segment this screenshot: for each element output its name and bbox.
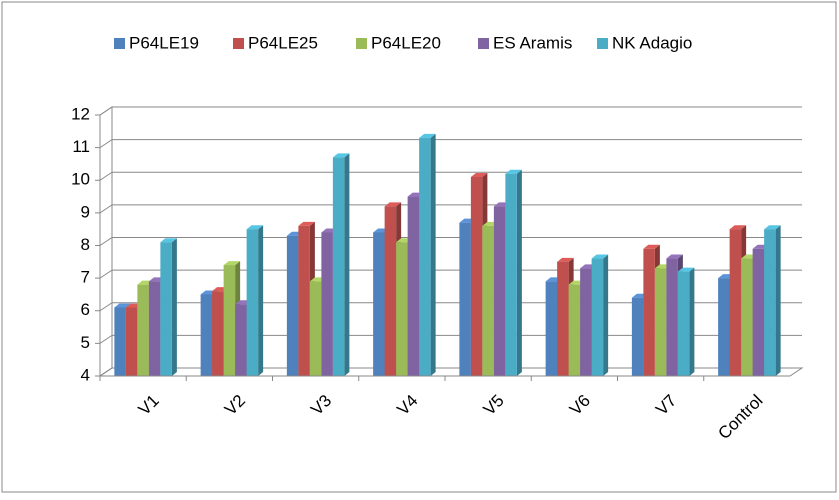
bar — [160, 242, 172, 376]
bar — [309, 281, 322, 376]
bar — [298, 225, 310, 376]
grid-line-side — [99, 237, 113, 246]
bar-top — [332, 153, 350, 158]
bar — [493, 206, 506, 376]
legend-swatch — [356, 38, 367, 49]
y-tick-label: 12 — [71, 104, 90, 123]
bar-top — [764, 225, 781, 230]
bar — [332, 157, 345, 376]
bar-side — [603, 254, 609, 376]
bar-side — [430, 133, 436, 376]
y-tick-label: 7 — [81, 268, 90, 287]
y-tick-label: 10 — [71, 170, 90, 189]
bar — [654, 268, 667, 376]
bar — [212, 291, 224, 376]
bar-side — [171, 238, 177, 376]
bar — [631, 297, 644, 376]
legend-label: NK Adagio — [612, 33, 692, 52]
y-tick-label: 8 — [81, 235, 90, 254]
bar — [125, 307, 138, 376]
bar-top — [591, 254, 609, 259]
bar-top — [677, 267, 695, 272]
bar — [321, 232, 333, 376]
bar-top — [223, 261, 241, 266]
legend-label: ES Aramis — [493, 33, 572, 52]
grid-line-side — [99, 302, 113, 312]
legend-label: P64LE19 — [129, 33, 199, 52]
bar — [741, 258, 753, 376]
bar — [235, 304, 247, 376]
grid-line-side — [99, 106, 113, 116]
bar-side — [516, 169, 522, 376]
bar — [718, 278, 730, 376]
bar — [643, 248, 655, 376]
bar — [407, 196, 420, 376]
bar-top — [729, 225, 747, 230]
grid-line-side — [99, 334, 113, 344]
grid-line-side — [99, 269, 113, 279]
grid-line-side — [99, 204, 113, 214]
bar — [557, 261, 569, 376]
y-tick-label: 5 — [81, 333, 90, 352]
bar — [459, 222, 471, 376]
bar-top — [114, 303, 131, 308]
bar — [677, 271, 690, 376]
legend-label: P64LE20 — [371, 33, 441, 52]
bar-top — [470, 172, 488, 177]
bar — [373, 232, 385, 376]
bar — [137, 284, 149, 376]
y-tick-label: 4 — [81, 365, 90, 384]
bar-top — [643, 244, 660, 249]
bar-side — [689, 267, 695, 376]
y-tick-label: 11 — [72, 137, 90, 156]
bar — [545, 281, 558, 376]
grid-line-side — [99, 171, 113, 181]
bar — [666, 258, 678, 376]
legend-swatch — [478, 38, 489, 49]
bar — [148, 281, 161, 376]
bar — [470, 176, 483, 376]
bar — [729, 229, 742, 376]
bar — [482, 225, 494, 376]
bar — [200, 294, 213, 376]
bar — [591, 258, 604, 376]
bar — [246, 229, 259, 376]
bar-top — [160, 238, 177, 243]
bar — [114, 307, 126, 376]
bar-top — [505, 169, 522, 174]
y-tick-label: 9 — [81, 202, 90, 221]
bar — [580, 268, 592, 376]
legend-swatch — [597, 38, 608, 49]
grid-line-side — [99, 139, 113, 149]
bar — [384, 206, 397, 376]
bar — [286, 235, 299, 376]
bar — [764, 229, 776, 376]
bar — [396, 242, 408, 376]
legend-swatch — [114, 38, 125, 49]
bar-top — [298, 221, 315, 226]
bar-top — [666, 254, 683, 259]
legend-label: P64LE25 — [248, 33, 318, 52]
bar-top — [419, 133, 436, 138]
bar — [752, 248, 765, 376]
bar-side — [344, 153, 350, 376]
bar — [419, 137, 431, 376]
grid-line-side — [99, 367, 113, 377]
bar-top — [246, 225, 264, 230]
bar-top — [384, 202, 402, 207]
bar-side — [258, 225, 264, 376]
bar-side — [775, 225, 781, 376]
bar — [568, 284, 581, 376]
bar-top — [557, 257, 574, 262]
y-tick-label: 6 — [81, 300, 90, 319]
bar — [505, 173, 517, 376]
bar — [223, 265, 236, 376]
legend-swatch — [233, 38, 244, 49]
